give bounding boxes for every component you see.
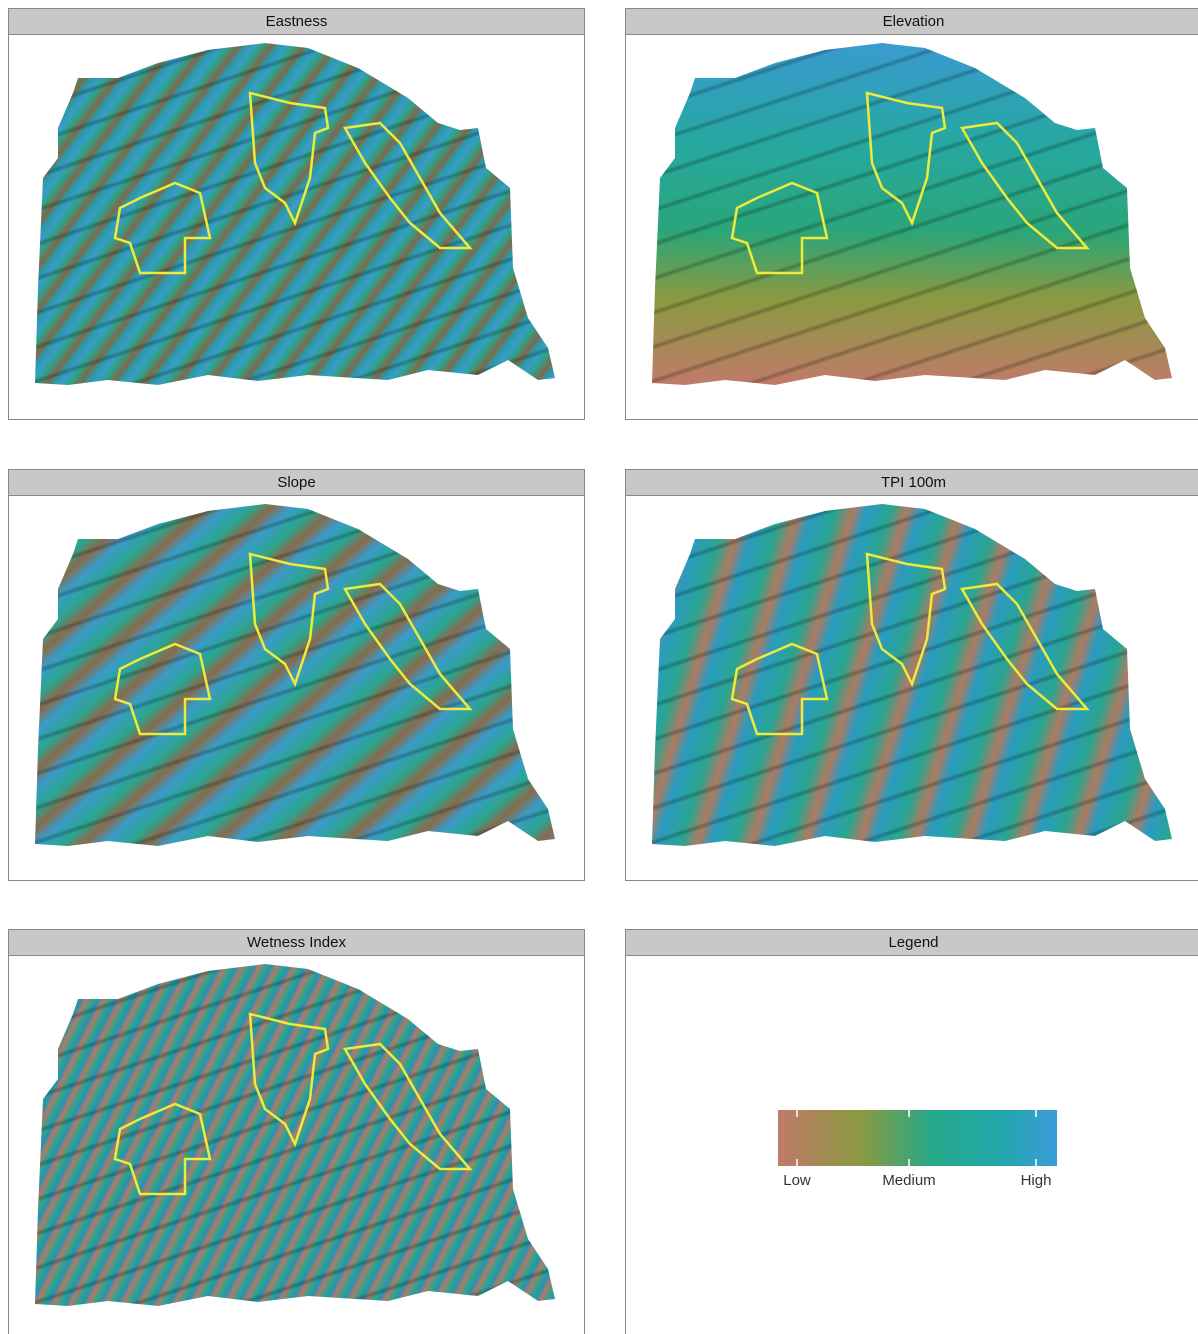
site-outline (113, 1102, 212, 1196)
site-outline (248, 91, 330, 227)
panel-header (625, 469, 1198, 496)
panel-title: Wetness Index (247, 934, 346, 951)
panel-title: Eastness (266, 13, 328, 30)
legend-label: Low (783, 1172, 811, 1189)
panel: Elevation (625, 8, 1198, 420)
panel-title: Legend (888, 934, 938, 951)
legend-label: Medium (882, 1172, 935, 1189)
site-outline (248, 1012, 330, 1148)
site-outline (960, 582, 1090, 711)
panel-header (8, 929, 585, 956)
terrain-shading (35, 964, 555, 1306)
site-outline (865, 91, 947, 227)
site-outline (343, 582, 473, 711)
panel-header (625, 8, 1198, 35)
panel-header (625, 929, 1198, 956)
terrain (35, 43, 555, 385)
site-outline (730, 642, 829, 736)
terrain (652, 504, 1172, 846)
panel: Legend Low Medium High (625, 929, 1198, 1334)
legend-label: High (1021, 1172, 1052, 1189)
panel: TPI 100m (625, 469, 1198, 881)
site-outline (113, 642, 212, 736)
panel-title: Slope (277, 474, 315, 491)
site-outline (865, 552, 947, 688)
terrain-shading (652, 504, 1172, 846)
legend-colorbar (778, 1110, 1057, 1166)
site-outline (343, 121, 473, 250)
site-outline (730, 181, 829, 275)
terrain-shading (35, 43, 555, 385)
terrain (35, 504, 555, 846)
panel-header (8, 8, 585, 35)
panel: Wetness Index (8, 929, 585, 1334)
terrain (652, 43, 1172, 385)
panel: Eastness (8, 8, 585, 420)
panel-title: Elevation (883, 13, 945, 30)
site-outline (343, 1042, 473, 1171)
site-outline (960, 121, 1090, 250)
panel: Slope (8, 469, 585, 881)
terrain-shading (35, 504, 555, 846)
site-outline (248, 552, 330, 688)
panel-header (8, 469, 585, 496)
terrain-shading (652, 43, 1172, 385)
panel-title: TPI 100m (881, 474, 946, 491)
site-outline (113, 181, 212, 275)
terrain (35, 964, 555, 1306)
